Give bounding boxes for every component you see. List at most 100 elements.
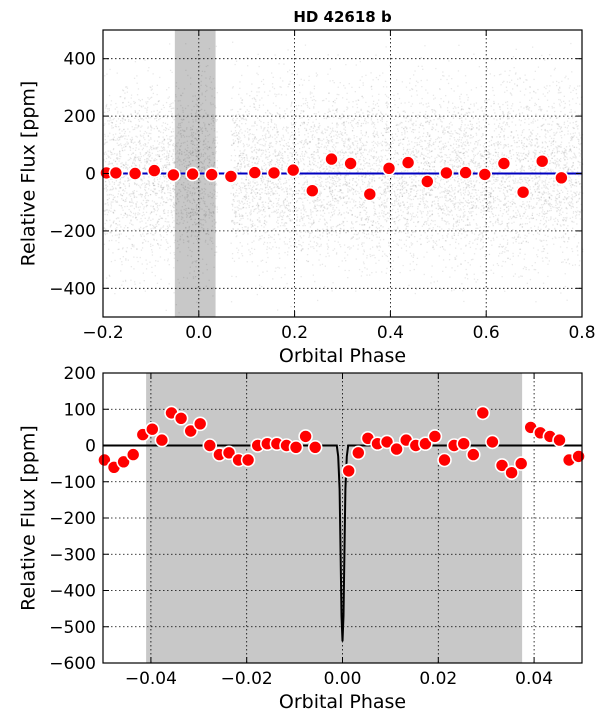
- raw-sample: [254, 231, 256, 233]
- raw-sample: [537, 183, 539, 185]
- raw-sample: [111, 163, 113, 165]
- raw-sample: [502, 111, 504, 114]
- raw-sample: [249, 254, 251, 256]
- raw-sample: [254, 208, 256, 210]
- raw-sample: [194, 260, 196, 262]
- raw-sample: [123, 165, 126, 167]
- raw-sample: [310, 214, 312, 216]
- raw-sample: [430, 150, 433, 152]
- raw-sample: [493, 179, 495, 181]
- raw-sample: [313, 207, 315, 209]
- raw-sample: [200, 197, 202, 199]
- raw-sample: [450, 158, 452, 160]
- raw-sample: [564, 233, 567, 235]
- raw-sample: [457, 154, 459, 156]
- raw-sample: [400, 158, 402, 160]
- raw-sample: [485, 165, 487, 167]
- raw-sample: [111, 125, 113, 127]
- raw-sample: [110, 203, 112, 205]
- raw-sample: [137, 119, 140, 121]
- raw-sample: [575, 210, 577, 213]
- raw-sample: [460, 162, 462, 164]
- raw-sample: [163, 138, 165, 140]
- raw-sample: [460, 101, 462, 103]
- raw-sample: [287, 86, 289, 88]
- raw-sample: [210, 147, 213, 149]
- raw-sample: [255, 152, 258, 154]
- raw-sample: [470, 134, 472, 136]
- raw-sample: [284, 207, 287, 209]
- raw-sample: [559, 125, 561, 128]
- raw-sample: [176, 114, 178, 117]
- raw-sample: [146, 160, 148, 162]
- raw-sample: [319, 190, 321, 192]
- raw-sample: [263, 129, 265, 131]
- raw-sample: [203, 139, 205, 141]
- raw-sample: [457, 190, 460, 192]
- raw-sample: [148, 216, 150, 218]
- raw-sample: [146, 158, 148, 160]
- raw-sample: [518, 276, 520, 278]
- raw-sample: [186, 169, 188, 171]
- raw-sample: [165, 178, 168, 180]
- raw-sample: [345, 231, 347, 234]
- raw-sample: [398, 158, 400, 161]
- raw-sample: [132, 235, 134, 237]
- raw-sample: [580, 209, 582, 211]
- raw-sample: [412, 123, 414, 125]
- raw-sample: [315, 214, 318, 216]
- raw-sample: [278, 247, 280, 249]
- raw-sample: [192, 159, 194, 162]
- raw-sample: [575, 185, 578, 187]
- raw-sample: [519, 215, 521, 217]
- raw-sample: [292, 222, 295, 224]
- raw-sample: [103, 143, 106, 146]
- raw-sample: [124, 138, 126, 140]
- raw-sample: [433, 241, 435, 243]
- raw-sample: [293, 260, 296, 262]
- raw-sample: [253, 248, 256, 250]
- raw-sample: [405, 86, 408, 88]
- raw-sample: [374, 142, 376, 144]
- raw-sample: [148, 98, 150, 100]
- raw-sample: [328, 175, 331, 177]
- raw-sample: [468, 242, 470, 245]
- raw-sample: [248, 113, 250, 115]
- raw-sample: [241, 152, 243, 154]
- raw-sample: [190, 255, 193, 257]
- raw-sample: [316, 204, 318, 206]
- raw-sample: [118, 236, 120, 238]
- raw-sample: [551, 157, 553, 160]
- raw-sample: [459, 188, 462, 190]
- raw-sample: [373, 124, 376, 126]
- raw-sample: [177, 100, 179, 102]
- raw-sample: [361, 224, 363, 226]
- raw-sample: [442, 146, 444, 149]
- raw-sample: [135, 206, 137, 208]
- raw-sample: [435, 240, 438, 242]
- raw-sample: [272, 102, 275, 104]
- raw-sample: [472, 151, 474, 153]
- raw-sample: [528, 201, 531, 203]
- raw-sample: [141, 193, 143, 196]
- raw-sample: [186, 128, 188, 130]
- raw-sample: [189, 211, 192, 213]
- raw-sample: [519, 248, 521, 250]
- raw-sample: [294, 159, 296, 162]
- raw-sample: [360, 153, 362, 155]
- raw-sample: [286, 148, 289, 150]
- raw-sample: [384, 175, 386, 177]
- raw-sample: [460, 192, 462, 194]
- raw-sample: [158, 111, 160, 113]
- raw-sample: [107, 202, 109, 204]
- raw-sample: [405, 189, 407, 191]
- raw-sample: [457, 228, 459, 231]
- raw-sample: [492, 89, 494, 92]
- raw-sample: [264, 224, 267, 226]
- raw-sample: [180, 211, 183, 213]
- raw-sample: [388, 147, 390, 149]
- raw-sample: [332, 127, 334, 129]
- raw-sample: [550, 75, 552, 77]
- raw-sample: [231, 119, 234, 121]
- raw-sample: [257, 206, 259, 208]
